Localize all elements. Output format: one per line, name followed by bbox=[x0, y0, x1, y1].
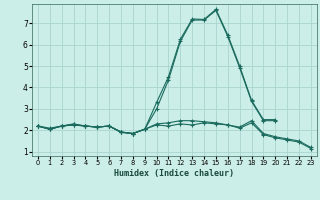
X-axis label: Humidex (Indice chaleur): Humidex (Indice chaleur) bbox=[115, 169, 234, 178]
